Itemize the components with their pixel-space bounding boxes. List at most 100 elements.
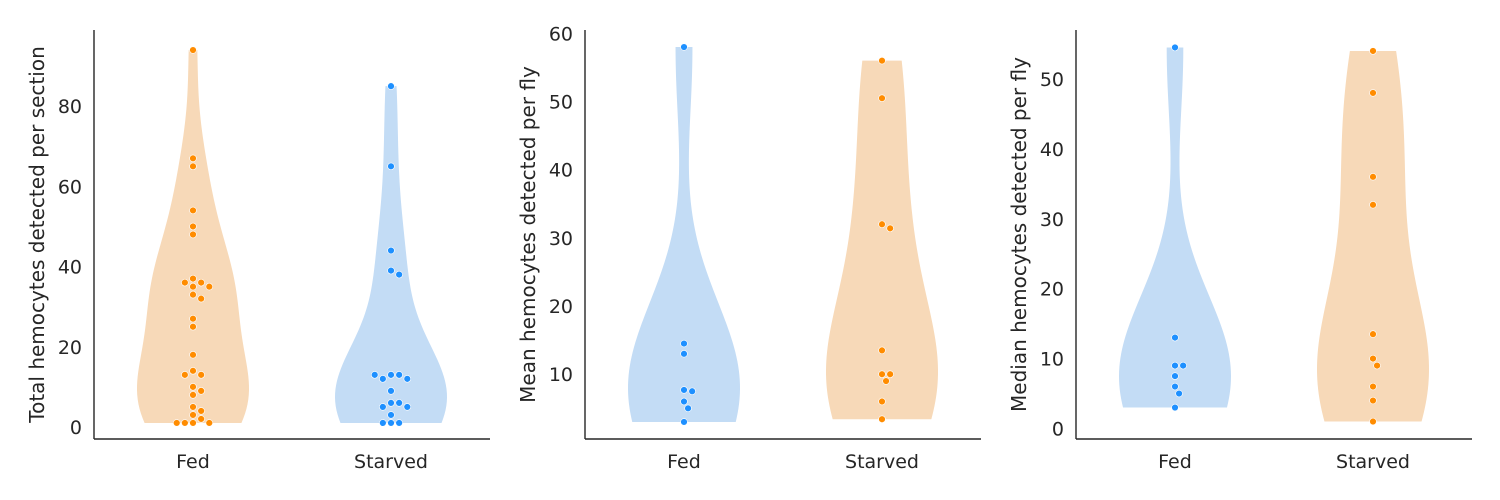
data-point-fed-0 — [680, 43, 688, 51]
y-tick-label-40: 40 — [549, 160, 573, 182]
data-point-fed-12 — [197, 294, 205, 303]
data-point-fed-17 — [197, 371, 205, 379]
data-point-fed-3 — [189, 206, 197, 215]
data-point-starved-4 — [1369, 330, 1377, 338]
data-point-fed-4 — [1171, 372, 1179, 380]
data-point-starved-1 — [878, 94, 886, 102]
data-point-fed-22 — [189, 403, 197, 411]
chart-panel-1: 0 20 40 60 80 Fed Starved Total hemocytes detec… — [25, 30, 490, 473]
y-axis-label: Total hemocytes detected per section — [25, 46, 49, 423]
data-point-fed-6 — [189, 274, 197, 283]
data-point-starved-8 — [1369, 396, 1377, 405]
data-point-starved-0 — [387, 82, 395, 90]
data-point-starved-16 — [387, 419, 395, 427]
data-point-fed-24 — [189, 411, 197, 419]
data-point-starved-18 — [379, 419, 387, 427]
data-point-starved-5 — [878, 370, 886, 378]
data-point-starved-6 — [395, 371, 403, 379]
y-axis-label: Mean hemocytes detected per fly — [516, 66, 540, 403]
data-point-fed-25 — [197, 415, 205, 423]
data-point-fed-5 — [680, 397, 688, 406]
data-point-fed-23 — [197, 407, 205, 415]
data-point-starved-3 — [886, 224, 894, 233]
data-point-starved-14 — [403, 403, 411, 411]
data-point-starved-7 — [379, 375, 387, 383]
data-point-fed-26 — [189, 419, 197, 427]
data-point-starved-2 — [878, 220, 886, 228]
data-point-starved-7 — [882, 377, 890, 385]
data-point-fed-2 — [1171, 361, 1179, 370]
data-point-fed-13 — [189, 315, 197, 323]
data-point-starved-8 — [878, 397, 886, 406]
x-tick-label-fed: Fed — [1158, 451, 1192, 473]
data-point-starved-9 — [371, 371, 379, 379]
violin-starved — [335, 86, 447, 423]
data-point-starved-13 — [379, 403, 387, 411]
data-point-starved-2 — [387, 246, 395, 255]
data-point-starved-1 — [1369, 89, 1377, 97]
data-point-fed-19 — [189, 383, 197, 391]
y-tick-label-40: 40 — [58, 257, 82, 279]
data-point-fed-2 — [680, 350, 688, 358]
data-point-starved-11 — [387, 399, 395, 407]
data-point-fed-28 — [205, 419, 213, 427]
data-point-fed-3 — [1179, 361, 1187, 370]
data-point-fed-1 — [680, 339, 688, 348]
x-tick-label-starved: Starved — [354, 451, 428, 473]
data-point-starved-7 — [1369, 382, 1377, 391]
violin-starved — [1317, 50, 1429, 422]
data-point-starved-15 — [387, 411, 395, 419]
data-point-fed-11 — [189, 290, 197, 299]
data-point-fed-14 — [189, 323, 197, 331]
data-point-fed-3 — [680, 386, 688, 394]
y-tick-label-60: 60 — [58, 176, 82, 198]
violin-fed — [628, 47, 740, 422]
data-point-fed-6 — [684, 404, 692, 413]
y-tick-label-0: 0 — [70, 417, 82, 439]
y-tick-label-20: 20 — [1040, 279, 1064, 301]
data-point-starved-6 — [886, 370, 894, 378]
data-point-fed-16 — [189, 367, 197, 375]
data-point-fed-18 — [181, 371, 189, 379]
data-point-fed-7 — [197, 278, 205, 287]
data-point-fed-5 — [1171, 382, 1179, 391]
y-axis-label: Median hemocytes detected per fly — [1007, 57, 1031, 412]
y-tick-label-30: 30 — [549, 228, 573, 250]
y-tick-label-20: 20 — [549, 296, 573, 318]
data-point-fed-1 — [189, 154, 197, 163]
data-point-starved-17 — [395, 419, 403, 427]
x-tick-label-starved: Starved — [845, 451, 919, 473]
x-tick-label-fed: Fed — [176, 451, 210, 473]
data-point-starved-2 — [1369, 173, 1377, 181]
data-point-starved-4 — [395, 270, 403, 279]
data-point-starved-3 — [1369, 201, 1377, 209]
data-point-fed-4 — [189, 222, 197, 231]
data-point-starved-8 — [403, 375, 411, 383]
data-point-fed-1 — [1171, 333, 1179, 342]
data-point-starved-5 — [1369, 354, 1377, 363]
y-tick-label-60: 60 — [549, 23, 573, 45]
y-tick-label-50: 50 — [549, 92, 573, 114]
data-point-starved-4 — [878, 346, 886, 355]
data-point-starved-0 — [1369, 47, 1377, 55]
data-point-fed-5 — [189, 230, 197, 239]
data-point-starved-9 — [1369, 417, 1377, 426]
data-point-fed-0 — [189, 46, 197, 54]
data-point-fed-21 — [189, 391, 197, 399]
data-point-fed-8 — [181, 278, 189, 287]
data-point-fed-4 — [688, 387, 696, 395]
data-point-starved-10 — [387, 387, 395, 395]
y-tick-label-10: 10 — [1040, 349, 1064, 371]
data-point-starved-0 — [878, 56, 886, 65]
y-tick-label-50: 50 — [1040, 69, 1064, 91]
y-tick-label-80: 80 — [58, 96, 82, 118]
y-tick-label-20: 20 — [58, 337, 82, 359]
data-point-starved-3 — [387, 266, 395, 275]
data-point-fed-9 — [189, 282, 197, 291]
data-point-starved-6 — [1373, 361, 1381, 370]
chart-panel-3: 0 10 20 30 40 50 Fed Starved Median hemocytes de… — [1007, 30, 1472, 473]
x-tick-label-starved: Starved — [1336, 451, 1410, 473]
data-point-fed-7 — [680, 418, 688, 426]
data-point-starved-5 — [387, 371, 395, 379]
